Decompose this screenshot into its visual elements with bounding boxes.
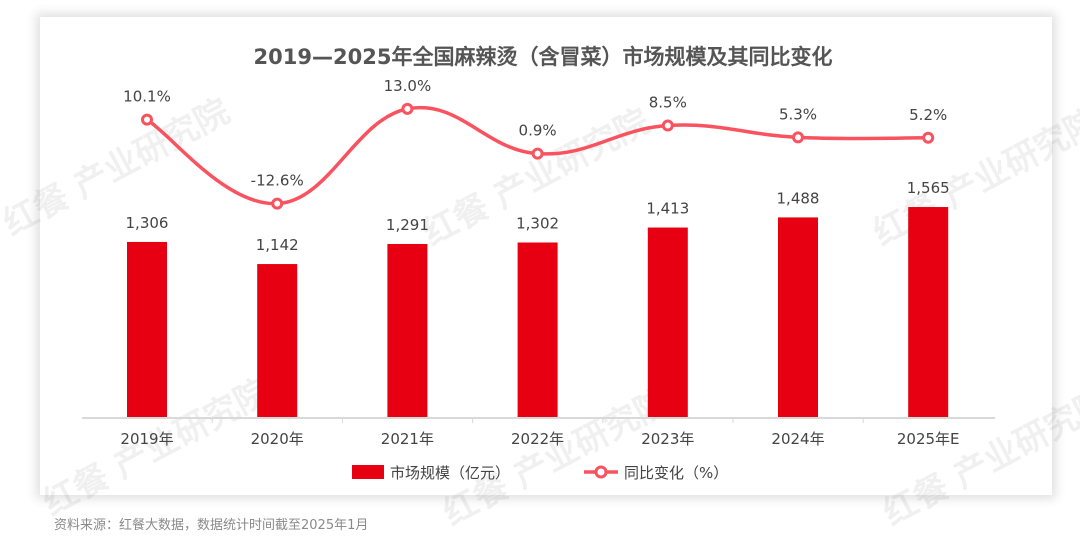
bar (778, 217, 818, 418)
line-data-label: 5.3% (779, 105, 817, 123)
bar-data-label: 1,142 (256, 236, 299, 254)
line-point (792, 131, 804, 144)
x-tick-label: 2019年 (120, 430, 173, 448)
line-data-label: 0.9% (519, 122, 557, 140)
line-data-label: 10.1% (123, 88, 171, 106)
x-tick-label: 2023年 (641, 430, 694, 448)
x-tick-label: 2022年 (511, 430, 564, 448)
line-data-label: 13.0% (384, 77, 432, 95)
line-point (401, 102, 414, 115)
legend-bar-swatch (352, 465, 384, 479)
line-point (141, 113, 153, 126)
line-point (922, 131, 935, 144)
bar-data-label: 1,291 (386, 216, 429, 234)
line-data-label: 8.5% (649, 94, 687, 112)
bar-data-label: 1,488 (777, 189, 820, 207)
legend-bar-label: 市场规模（亿元） (390, 464, 510, 482)
line-point (271, 197, 284, 210)
bar (517, 242, 558, 418)
x-tick-label: 2024年 (771, 430, 824, 448)
bar (387, 243, 428, 418)
bar-data-label: 1,565 (907, 179, 950, 197)
bar (647, 227, 688, 418)
line-data-label: -12.6% (251, 172, 304, 190)
legend-line-marker (594, 465, 608, 479)
line-data-label: 5.2% (909, 106, 947, 124)
line-point (531, 147, 544, 160)
bar-data-label: 1,413 (646, 200, 689, 218)
bar-data-label: 1,302 (516, 214, 559, 232)
bar (257, 264, 298, 418)
bar-data-label: 1,306 (126, 214, 169, 232)
legend-line-label: 同比变化（%） (624, 464, 728, 482)
bar (908, 207, 949, 418)
x-tick-label: 2021年 (381, 430, 434, 448)
x-tick-label: 2025年E (897, 430, 960, 448)
chart-title: 2019—2025年全国麻辣烫（含冒菜）市场规模及其同比变化 (254, 45, 833, 69)
source-note: 资料来源：红餐大数据，数据统计时间截至2025年1月 (54, 518, 369, 533)
legend: 市场规模（亿元） 同比变化（%） (352, 464, 728, 482)
bar (127, 241, 167, 418)
x-tick-label: 2020年 (251, 430, 304, 448)
line-point (661, 119, 674, 132)
